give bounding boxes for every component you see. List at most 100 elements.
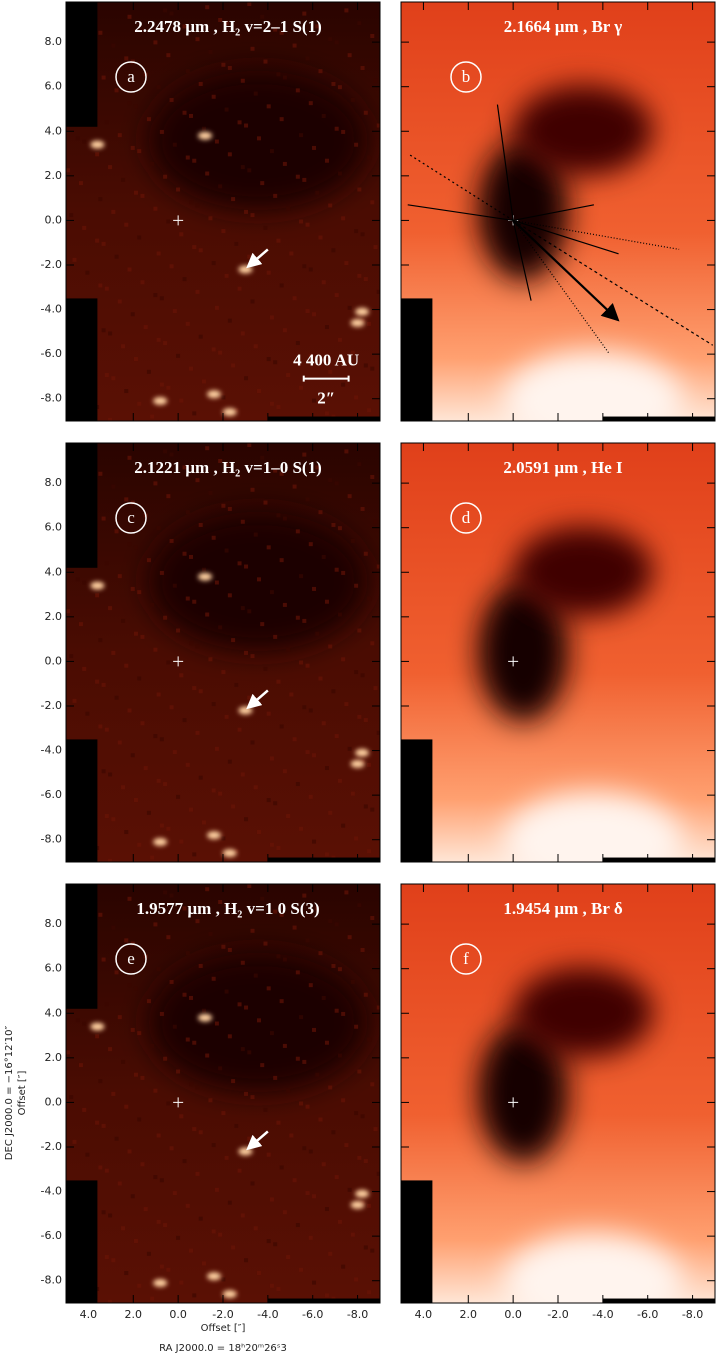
y-tick-label: 4.0 bbox=[45, 565, 63, 578]
panel-label: e bbox=[127, 949, 135, 968]
noise bbox=[302, 705, 307, 710]
noise bbox=[101, 769, 106, 774]
noise bbox=[224, 107, 229, 112]
noise bbox=[276, 513, 281, 518]
noise bbox=[237, 1002, 242, 1007]
noise bbox=[211, 347, 216, 352]
noise bbox=[308, 267, 313, 272]
noise bbox=[121, 1226, 126, 1231]
panel bbox=[66, 884, 380, 1303]
noise bbox=[334, 1008, 339, 1013]
noise bbox=[192, 852, 197, 857]
dark-region bbox=[513, 526, 654, 617]
outflow-line bbox=[407, 204, 514, 222]
noise bbox=[140, 721, 145, 726]
x-tick-label: 0.0 bbox=[169, 1308, 187, 1321]
y-tick-label: -4.0 bbox=[41, 303, 62, 316]
noise bbox=[166, 494, 171, 499]
noise bbox=[121, 344, 126, 349]
noise bbox=[269, 315, 274, 320]
y-tick-label: -2.0 bbox=[41, 258, 62, 271]
noise bbox=[198, 522, 203, 527]
noise bbox=[350, 791, 355, 796]
noise bbox=[237, 727, 242, 732]
noise bbox=[159, 570, 164, 575]
noise bbox=[266, 1239, 271, 1244]
noise bbox=[376, 730, 380, 735]
emission-knot bbox=[350, 318, 365, 327]
noise bbox=[214, 1187, 219, 1192]
noise bbox=[98, 30, 103, 35]
noise bbox=[189, 554, 194, 559]
noise bbox=[302, 1059, 307, 1064]
noise bbox=[156, 337, 161, 342]
noise bbox=[256, 830, 261, 835]
dark-region bbox=[478, 140, 569, 281]
panel bbox=[66, 443, 380, 862]
noise bbox=[337, 171, 342, 176]
noise bbox=[95, 152, 100, 157]
noise bbox=[308, 1149, 313, 1154]
noise bbox=[315, 906, 320, 911]
noise bbox=[344, 8, 349, 13]
noise bbox=[289, 692, 294, 697]
noise bbox=[328, 203, 333, 208]
emission-knot bbox=[198, 572, 213, 581]
noise bbox=[227, 947, 232, 952]
noise bbox=[218, 899, 223, 904]
noise bbox=[305, 309, 310, 314]
noise bbox=[117, 740, 122, 745]
noise bbox=[98, 638, 103, 643]
noise bbox=[211, 1143, 216, 1148]
noise bbox=[98, 724, 103, 729]
panel-title: 1.9454 µm , Br δ bbox=[503, 899, 623, 918]
noise bbox=[208, 216, 213, 221]
bright-region bbox=[503, 351, 684, 421]
noise bbox=[244, 1091, 249, 1096]
noise bbox=[227, 593, 232, 598]
noise bbox=[101, 1210, 106, 1215]
emission-knot bbox=[355, 1189, 370, 1198]
noise bbox=[172, 750, 177, 755]
noise bbox=[121, 1059, 126, 1064]
noise bbox=[227, 759, 232, 764]
noise bbox=[247, 1136, 252, 1141]
noise bbox=[195, 919, 200, 924]
noise bbox=[150, 602, 155, 607]
noise bbox=[250, 1181, 255, 1186]
noise bbox=[234, 849, 239, 854]
noise bbox=[344, 702, 349, 707]
noise bbox=[172, 1024, 177, 1029]
noise bbox=[198, 689, 203, 694]
noise bbox=[269, 401, 274, 406]
noise bbox=[302, 1146, 307, 1151]
noise bbox=[192, 245, 197, 250]
noise bbox=[185, 69, 190, 74]
noise bbox=[367, 762, 372, 767]
noise bbox=[331, 1130, 336, 1135]
noise bbox=[218, 791, 223, 796]
noise bbox=[179, 1280, 184, 1285]
noise bbox=[150, 1043, 155, 1048]
noise bbox=[279, 283, 284, 288]
y-tick-label: 8.0 bbox=[45, 35, 63, 48]
emission-knot bbox=[222, 1290, 237, 1299]
ra-label: RA J2000.0 = 18ʰ20ᵐ26ˢ3 bbox=[159, 1343, 287, 1354]
noise bbox=[185, 321, 190, 326]
noise bbox=[227, 152, 232, 157]
noise bbox=[337, 337, 342, 342]
noise bbox=[363, 992, 368, 997]
outflow-line bbox=[512, 220, 611, 355]
y-tick-label: 2.0 bbox=[45, 169, 63, 182]
noise bbox=[250, 654, 255, 659]
noise bbox=[133, 545, 138, 550]
noise bbox=[231, 197, 236, 202]
noise bbox=[240, 331, 245, 336]
noise bbox=[266, 986, 271, 991]
noise bbox=[192, 599, 197, 604]
noise bbox=[350, 97, 355, 102]
noise bbox=[108, 606, 113, 611]
noise bbox=[312, 312, 317, 317]
noise bbox=[266, 1152, 271, 1157]
noise bbox=[211, 788, 216, 793]
